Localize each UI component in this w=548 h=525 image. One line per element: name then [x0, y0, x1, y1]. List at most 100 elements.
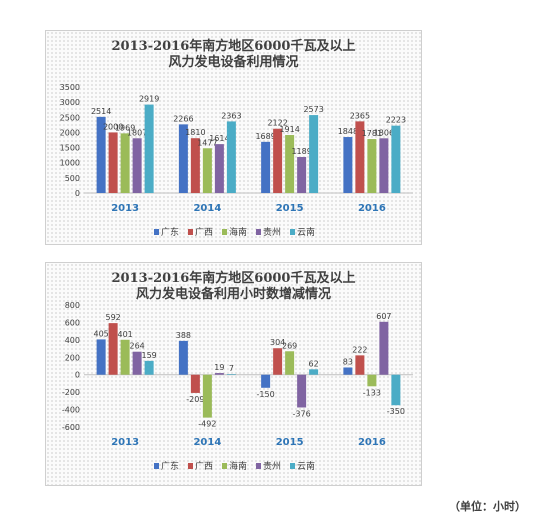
- bar-2016-贵州: [379, 138, 389, 193]
- category-label-2015: 2015: [276, 203, 304, 214]
- legend-swatch-海南: [222, 463, 227, 469]
- data-label: 269: [282, 341, 297, 350]
- bar-2013-广东: [96, 116, 106, 193]
- data-label: 405: [93, 329, 108, 338]
- data-label: -350: [387, 407, 405, 416]
- y-tick-label: 0: [75, 371, 80, 380]
- data-label: 2000: [103, 122, 123, 131]
- bar-2015-云南: [309, 369, 319, 375]
- legend-swatch-云南: [290, 463, 295, 469]
- bar-2013-贵州: [132, 351, 142, 375]
- data-label: 222: [352, 345, 367, 354]
- data-label: 83: [343, 357, 353, 366]
- legend-label-广西: 广西: [195, 460, 213, 472]
- data-label: 1810: [185, 128, 205, 137]
- bar-2014-海南: [202, 374, 212, 418]
- bar-2014-广东: [178, 124, 188, 193]
- chart-panel-utilization: 2013-2016年南方地区6000千瓦及以上 风力发电设备利用情况 0 500 1…: [45, 30, 422, 245]
- chart-title-block: 2013-2016年南方地区6000千瓦及以上 风力发电设备利用情况: [46, 39, 421, 71]
- data-label: 401: [117, 330, 132, 339]
- y-tick-label: 2500: [60, 113, 80, 122]
- legend-label-海南: 海南: [229, 460, 247, 472]
- data-label: -376: [293, 409, 311, 418]
- y-tick-label: 600: [65, 318, 80, 327]
- data-label: 2223: [386, 116, 406, 125]
- legend-swatch-广西: [188, 463, 193, 469]
- bar-2015-贵州: [297, 374, 307, 408]
- bar-2015-云南: [309, 115, 319, 193]
- bar-2015-广西: [273, 348, 283, 375]
- y-tick-label: -200: [62, 388, 80, 397]
- bar-2015-海南: [285, 351, 295, 375]
- data-label: 2122: [267, 119, 287, 128]
- bar-2016-海南: [367, 139, 377, 193]
- legend-swatch-贵州: [256, 229, 261, 235]
- legend-label-广东: 广东: [161, 460, 179, 472]
- legend-label-云南: 云南: [297, 460, 315, 472]
- data-label: 7: [229, 364, 234, 373]
- bar-2016-广西: [355, 121, 365, 193]
- legend-swatch-云南: [290, 229, 295, 235]
- bar-2015-广西: [273, 128, 283, 193]
- data-label: 607: [376, 312, 391, 321]
- bar-2014-云南: [226, 374, 236, 375]
- data-label: 1848: [338, 127, 358, 136]
- data-label: -150: [257, 390, 275, 399]
- y-tick-label: 3500: [60, 83, 80, 92]
- legend-label-贵州: 贵州: [263, 460, 281, 472]
- legend-swatch-广西: [188, 229, 193, 235]
- chart-title: 2013-2016年南方地区6000千瓦及以上: [111, 271, 356, 286]
- data-label: 2919: [139, 95, 159, 104]
- chart-subtitle: 风力发电设备利用小时数增减情况: [135, 287, 331, 302]
- category-label-2016: 2016: [358, 203, 386, 214]
- data-label: 62: [309, 359, 319, 368]
- data-label: 2514: [91, 107, 111, 116]
- legend: 广东 广西 海南 贵州 云南: [154, 226, 315, 238]
- bar-2013-海南: [120, 133, 130, 193]
- bar-2016-云南: [391, 125, 401, 193]
- legend-swatch-贵州: [256, 463, 261, 469]
- category-label-2013: 2013: [111, 437, 139, 448]
- bar-2013-广东: [96, 339, 106, 375]
- chart-subtitle: 风力发电设备利用情况: [168, 55, 299, 70]
- y-tick-label: 800: [65, 301, 80, 310]
- data-label: 1969: [115, 123, 135, 132]
- bar-2016-广东: [343, 137, 353, 193]
- y-tick-label: 1500: [60, 144, 80, 153]
- data-label: 304: [270, 338, 285, 347]
- bar-2013-广西: [108, 323, 118, 375]
- data-label: 1689: [255, 132, 275, 141]
- bar-2015-贵州: [297, 156, 307, 193]
- category-label-2015: 2015: [276, 437, 304, 448]
- bar-2014-贵州: [214, 373, 224, 375]
- data-label: 2266: [173, 114, 193, 123]
- legend-swatch-海南: [222, 229, 227, 235]
- bar-2014-广西: [190, 374, 200, 393]
- y-tick-label: -600: [62, 423, 80, 432]
- legend-label-广西: 广西: [195, 226, 213, 238]
- data-label: -133: [363, 388, 381, 397]
- y-tick-label: 200: [65, 353, 80, 362]
- change-bar-chart: -600 -400 -200 0 200 400 600 800 405 592 401 264159…: [62, 301, 413, 472]
- bar-2016-海南: [367, 374, 377, 387]
- data-label: 19: [214, 363, 224, 372]
- bar-2014-云南: [226, 121, 236, 193]
- y-tick-label: 500: [65, 174, 80, 183]
- data-label: -492: [198, 420, 216, 429]
- data-label: 1477: [197, 138, 217, 147]
- y-tick-label: 400: [65, 336, 80, 345]
- legend-swatch-广东: [154, 229, 159, 235]
- unit-note: （单位：小时）: [449, 500, 526, 513]
- bar-2016-云南: [391, 374, 401, 406]
- category-label-2016: 2016: [358, 437, 386, 448]
- bar-2013-云南: [144, 104, 154, 193]
- category-label-2014: 2014: [193, 203, 221, 214]
- data-label: 159: [141, 351, 156, 360]
- y-tick-label: 0: [75, 189, 80, 198]
- bar-2016-贵州: [379, 321, 389, 375]
- utilization-bar-chart: 0500100015002000250030003500251420001969…: [60, 83, 413, 238]
- y-tick-label: 2000: [60, 128, 80, 137]
- data-label: 2573: [303, 105, 323, 114]
- bar-2013-广西: [108, 132, 118, 193]
- legend-label-广东: 广东: [161, 226, 179, 238]
